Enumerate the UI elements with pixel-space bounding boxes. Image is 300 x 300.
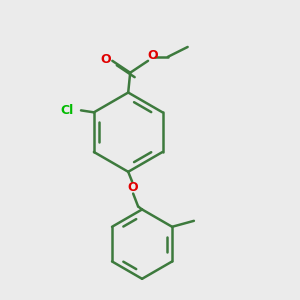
Text: O: O xyxy=(128,181,139,194)
Text: Cl: Cl xyxy=(61,104,74,117)
Text: O: O xyxy=(148,50,158,62)
Text: O: O xyxy=(100,53,111,66)
